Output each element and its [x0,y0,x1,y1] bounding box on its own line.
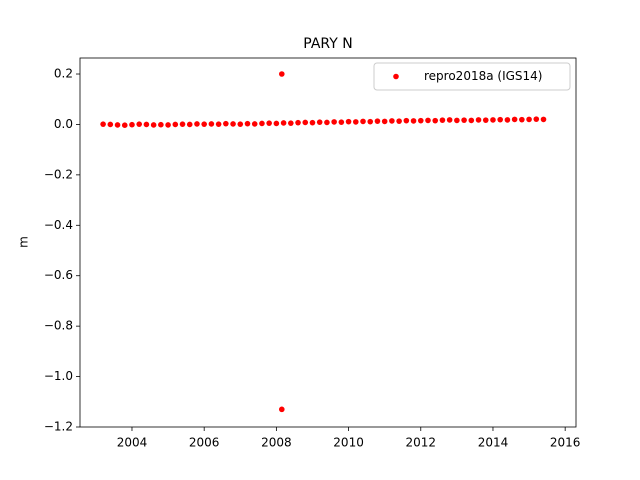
point [526,116,532,123]
y-tick-label: −1.0 [44,369,73,383]
point [316,119,323,125]
point [439,117,446,123]
point [374,118,381,124]
point [107,121,114,128]
y-tick-label: 0.0 [54,117,73,131]
point [345,118,352,125]
point [461,117,467,123]
point [273,120,280,127]
point [158,121,164,128]
point [338,119,345,125]
point [403,117,410,124]
point [533,116,540,122]
point [278,71,285,77]
point [150,122,157,128]
point [504,117,511,123]
x-tick-label: 2016 [550,436,581,450]
point [100,121,106,127]
legend-box [373,62,571,91]
point [143,121,150,128]
point [259,120,265,127]
x-tick-label: 2004 [117,436,148,450]
x-tick-label: 2006 [189,436,220,450]
point [288,120,294,126]
point [468,117,475,124]
point [410,118,417,124]
point [511,116,518,123]
point [201,121,207,127]
point [367,118,374,125]
point [230,121,236,127]
x-tick-label: 2010 [333,436,364,450]
point [114,122,121,128]
point [165,122,171,128]
point [266,120,272,126]
point [251,121,258,127]
legend-marker [393,73,399,80]
point [417,117,424,124]
plot-frame [79,57,577,428]
point [497,116,503,123]
point [519,116,525,123]
point [360,118,366,125]
point [475,117,482,123]
y-tick-label: −0.6 [44,268,73,282]
point [223,120,229,127]
point [244,120,251,127]
y-tick-label: −1.2 [44,420,73,434]
point [129,121,135,128]
y-tick-label: 0.2 [54,67,73,81]
point [490,117,496,123]
y-axis-label: m [17,236,31,248]
point [324,119,330,126]
point [432,117,439,124]
chart-title: PARY N [303,36,352,52]
y-tick-label: −0.8 [44,319,73,333]
point [309,119,316,126]
point [278,406,285,413]
point [446,117,453,123]
legend-label: repro2018a (IGS14) [424,69,542,83]
point [280,120,287,126]
point [482,117,489,123]
point [454,117,460,124]
point [352,119,359,125]
point [186,121,193,128]
x-tick-label: 2008 [261,436,292,450]
point [121,122,128,128]
y-tick-label: −0.2 [44,167,73,181]
y-tick-label: −0.4 [44,218,73,232]
point [295,119,301,126]
point [381,118,388,125]
point [237,121,244,127]
point [302,119,309,126]
point [396,118,402,124]
point [194,121,200,127]
x-tick-label: 2014 [478,436,509,450]
point [172,121,179,128]
point [331,119,337,125]
point [389,118,395,124]
point [208,121,215,127]
point [136,121,143,127]
point [179,121,186,127]
point [425,117,431,124]
point [215,121,222,127]
x-tick-label: 2012 [406,436,437,450]
point [540,116,547,123]
